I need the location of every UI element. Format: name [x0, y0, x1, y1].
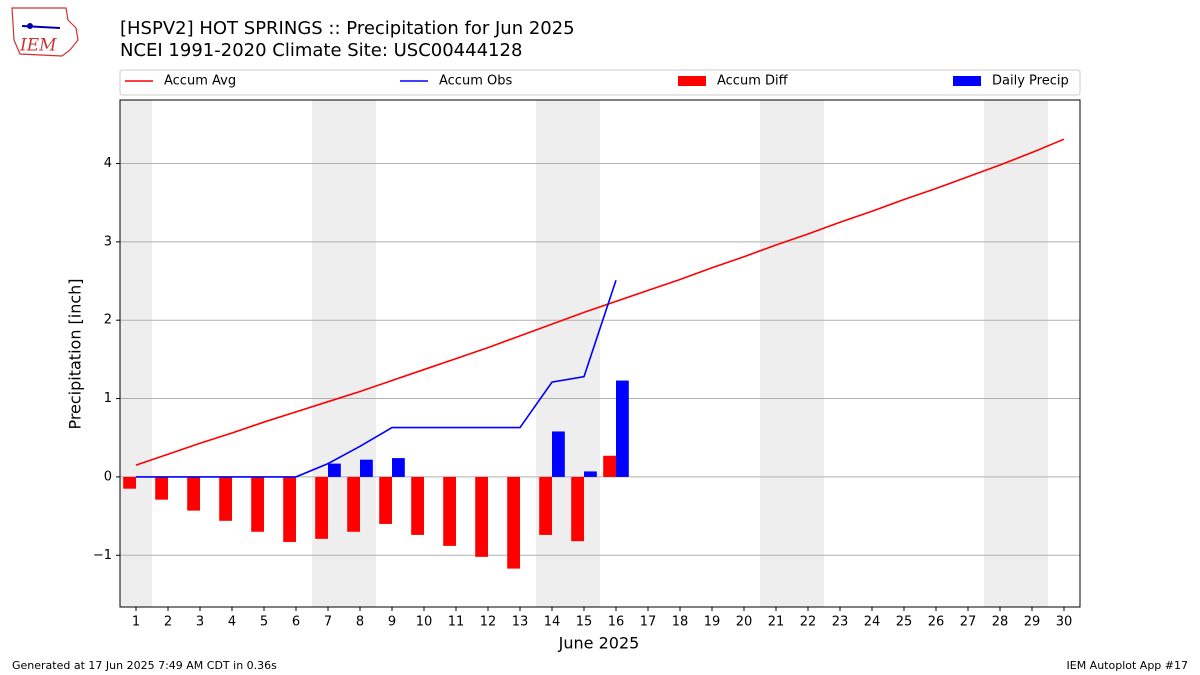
- weekend-shade: [760, 100, 792, 607]
- chart-title: [HSPV2] HOT SPRINGS :: Precipitation for…: [120, 18, 575, 39]
- bar: [603, 455, 616, 477]
- bar: [552, 431, 565, 477]
- x-tick-label: 15: [576, 615, 593, 630]
- x-tick-label: 25: [896, 615, 913, 630]
- x-tick-label: 7: [324, 615, 332, 630]
- bar: [584, 471, 597, 477]
- line: [136, 279, 617, 478]
- x-tick-label: 23: [832, 615, 849, 630]
- x-tick-label: 4: [228, 615, 236, 630]
- x-tick-label: 1: [132, 615, 140, 630]
- x-tick-label: 12: [480, 615, 497, 630]
- x-tick-label: 2: [164, 615, 172, 630]
- x-tick-label: 20: [736, 615, 753, 630]
- bar: [123, 476, 136, 489]
- bar: [251, 476, 264, 532]
- x-tick-label: 9: [388, 615, 396, 630]
- x-tick-label: 6: [292, 615, 300, 630]
- legend-label: Accum Diff: [717, 74, 789, 89]
- bar: [392, 458, 405, 477]
- line: [135, 138, 1065, 466]
- weekend-shade: [984, 100, 1016, 607]
- x-tick-label: 13: [512, 615, 529, 630]
- bar: [328, 463, 341, 477]
- bar: [443, 476, 456, 546]
- x-tick-label: 27: [960, 615, 977, 630]
- x-axis-label: June 2025: [558, 634, 640, 653]
- bar: [347, 476, 360, 532]
- footer-left: Generated at 17 Jun 2025 7:49 AM CDT in …: [12, 659, 277, 672]
- bar: [315, 476, 328, 539]
- bar: [283, 476, 296, 542]
- chart-subtitle: NCEI 1991-2020 Climate Site: USC00444128: [120, 40, 522, 61]
- footer-right: IEM Autoplot App #17: [1067, 659, 1189, 672]
- bar: [507, 476, 520, 569]
- bar: [155, 476, 168, 500]
- bar: [616, 380, 629, 477]
- y-tick-label: 1: [104, 391, 112, 406]
- x-tick-label: 10: [416, 615, 433, 630]
- x-tick-label: 17: [640, 615, 657, 630]
- y-tick-label: 4: [104, 156, 112, 171]
- legend-box: [119, 69, 1081, 96]
- legend-swatch: [678, 76, 706, 86]
- x-tick-label: 26: [928, 615, 945, 630]
- x-tick-label: 29: [1024, 615, 1041, 630]
- bar: [360, 459, 373, 477]
- x-tick-label: 28: [992, 615, 1009, 630]
- logo-text: IEM: [19, 36, 57, 56]
- bar: [379, 476, 392, 524]
- x-tick-label: 11: [448, 615, 465, 630]
- x-tick-label: 19: [704, 615, 721, 630]
- legend-swatch: [953, 76, 981, 86]
- x-tick-label: 5: [260, 615, 268, 630]
- plot-frame: [119, 99, 1081, 608]
- bar: [475, 476, 488, 557]
- x-tick-label: 14: [544, 615, 561, 630]
- y-tick-label: −1: [93, 548, 112, 563]
- x-tick-label: 8: [356, 615, 364, 630]
- x-tick-label: 16: [608, 615, 625, 630]
- bar: [539, 476, 552, 535]
- bar: [219, 476, 232, 521]
- x-tick-label: 30: [1056, 615, 1073, 630]
- legend-label: Daily Precip: [992, 74, 1069, 89]
- x-tick-label: 24: [864, 615, 881, 630]
- x-tick-label: 18: [672, 615, 689, 630]
- weekend-shade: [120, 100, 152, 607]
- bar: [187, 476, 200, 511]
- y-tick-label: 0: [104, 469, 112, 484]
- y-tick-label: 2: [104, 313, 112, 328]
- logo: IEM: [11, 7, 79, 57]
- bar: [571, 476, 584, 542]
- logo-dot: [27, 23, 33, 29]
- x-tick-label: 21: [768, 615, 785, 630]
- x-tick-label: 3: [196, 615, 204, 630]
- logo-outline: [11, 7, 79, 57]
- legend-label: Accum Obs: [439, 74, 512, 89]
- legend-label: Accum Avg: [164, 74, 236, 89]
- weekend-shade: [792, 100, 824, 607]
- y-tick-label: 3: [104, 234, 112, 249]
- bar: [411, 476, 424, 535]
- y-axis-label: Precipitation [inch]: [66, 278, 85, 429]
- weekend-shade: [1016, 100, 1048, 607]
- x-tick-label: 22: [800, 615, 817, 630]
